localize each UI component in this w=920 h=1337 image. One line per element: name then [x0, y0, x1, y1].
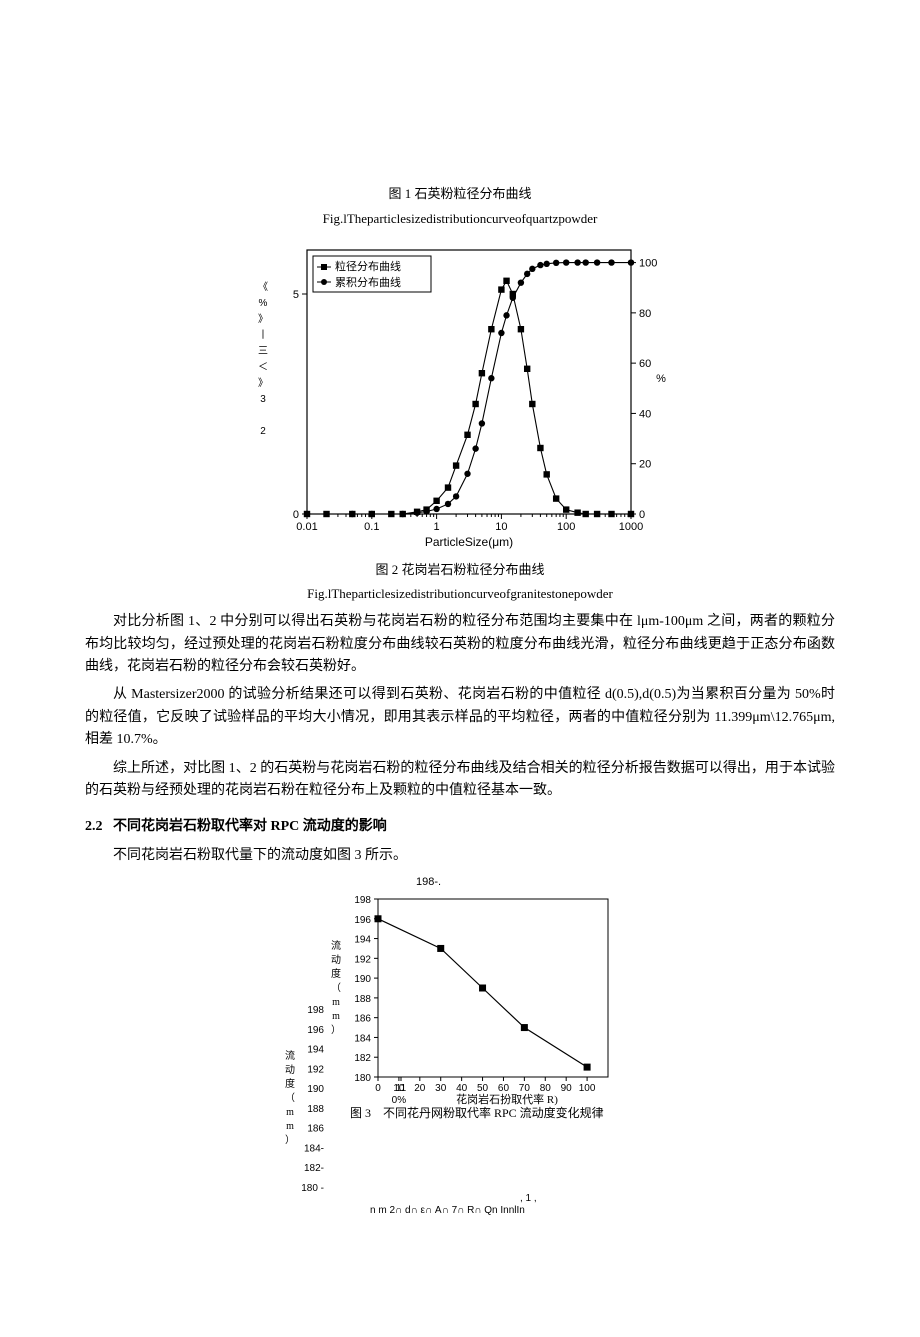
svg-text:m: m: [286, 1121, 294, 1132]
svg-text:度: 度: [285, 1077, 295, 1090]
fig2-svg: 0.010.11101001000ParticleSize(μm)05《%》丨三…: [245, 236, 675, 556]
svg-text:流: 流: [285, 1049, 295, 1062]
fig1-caption-en: Fig.lTheparticlesizedistributioncurveofq…: [85, 209, 835, 230]
svg-text:186: 186: [354, 1014, 371, 1025]
svg-text:11: 11: [396, 1083, 407, 1094]
fig2-caption-zh: 图 2 花岗岩石粉粒径分布曲线: [85, 560, 835, 581]
svg-text:40: 40: [639, 408, 651, 420]
fig3-chart: 198-.18018218418618819019219419619801020…: [85, 873, 835, 1293]
svg-text:190: 190: [354, 974, 371, 985]
svg-text:20: 20: [414, 1083, 426, 1094]
svg-text:198: 198: [307, 1005, 324, 1016]
paragraph-3: 综上所述，对比图 1、2 的石英粉与花岗岩石粉的粒径分布曲线及结合相关的粒径分析…: [85, 758, 835, 803]
svg-text:100: 100: [557, 521, 575, 533]
fig2-chart: 0.010.11101001000ParticleSize(μm)05《%》丨三…: [85, 236, 835, 556]
svg-text:3: 3: [260, 394, 266, 405]
svg-text:182-: 182-: [304, 1163, 324, 1174]
svg-text:（: （: [331, 982, 341, 994]
svg-text:40: 40: [456, 1083, 468, 1094]
svg-text:100: 100: [639, 257, 657, 269]
svg-text:188: 188: [354, 994, 371, 1005]
svg-text:粒径分布曲线: 粒径分布曲线: [335, 259, 401, 273]
svg-text:182: 182: [354, 1053, 371, 1064]
svg-text:186: 186: [307, 1124, 324, 1135]
svg-text:ParticleSize(μm): ParticleSize(μm): [425, 535, 513, 549]
svg-text:198-.: 198-.: [416, 876, 441, 888]
svg-text:）: ）: [285, 1134, 295, 1146]
svg-text:60: 60: [498, 1083, 510, 1094]
svg-text:0.1: 0.1: [364, 521, 379, 533]
svg-text:60: 60: [639, 358, 651, 370]
svg-text:70: 70: [519, 1083, 531, 1094]
svg-text:100: 100: [579, 1083, 596, 1094]
svg-text:192: 192: [307, 1064, 324, 1075]
svg-text:196: 196: [354, 915, 371, 926]
svg-text:10: 10: [495, 521, 507, 533]
svg-text:194: 194: [307, 1045, 324, 1056]
fig3-svg: 198-.18018218418618819019219419619801020…: [260, 873, 660, 1293]
svg-text:m: m: [286, 1107, 294, 1118]
svg-text:188: 188: [307, 1104, 324, 1115]
svg-text:5: 5: [293, 289, 299, 301]
svg-text:%: %: [259, 298, 268, 309]
svg-text:194: 194: [354, 935, 371, 946]
svg-text:180: 180: [354, 1073, 371, 1084]
svg-text:180 -: 180 -: [301, 1183, 324, 1194]
svg-text:三: 三: [258, 346, 268, 357]
svg-text:动: 动: [331, 954, 341, 966]
svg-text:190: 190: [307, 1084, 324, 1095]
fig2-caption-en: Fig.lTheparticlesizedistributioncurveofg…: [85, 584, 835, 605]
svg-text:图 3 不同花丹网粉取代率 RPC 流动度变化规律: 图 3 不同花丹网粉取代率 RPC 流动度变化规律: [350, 1105, 604, 1120]
svg-text:度: 度: [331, 967, 341, 980]
svg-text:192: 192: [354, 954, 371, 965]
svg-text:＜: ＜: [258, 362, 268, 373]
paragraph-1: 对比分析图 1、2 中分别可以得出石英粉与花岗岩石粉的粒径分布范围均主要集中在 …: [85, 611, 835, 678]
svg-text:0.01: 0.01: [296, 521, 317, 533]
svg-text:》: 》: [258, 377, 268, 389]
svg-text:累积分布曲线: 累积分布曲线: [335, 275, 401, 289]
section-intro: 不同花岗岩石粉取代量下的流动度如图 3 所示。: [85, 845, 835, 867]
svg-text:90: 90: [561, 1083, 573, 1094]
svg-text:动: 动: [285, 1064, 295, 1076]
paragraph-2: 从 Mastersizer2000 的试验分析结果还可以得到石英粉、花岗岩石粉的…: [85, 684, 835, 751]
svg-text:1: 1: [434, 521, 440, 533]
svg-text:1000: 1000: [619, 521, 643, 533]
svg-text:0: 0: [293, 509, 299, 521]
svg-text:50: 50: [477, 1083, 489, 1094]
svg-text:》: 》: [258, 313, 268, 325]
svg-text:丨: 丨: [258, 329, 268, 341]
fig1-caption-zh: 图 1 石英粉粒径分布曲线: [85, 184, 835, 205]
svg-text:0: 0: [375, 1083, 381, 1094]
svg-text:m: m: [332, 1011, 340, 1022]
svg-text:2: 2: [260, 426, 266, 437]
svg-text:0%: 0%: [392, 1095, 407, 1106]
svg-text:%: %: [656, 373, 666, 385]
svg-text:198: 198: [354, 895, 371, 906]
svg-text:m: m: [332, 997, 340, 1008]
svg-text:n m 2∩ d∩ ε∩ A∩ 7∩ R∩ Qn InnlI: n m 2∩ d∩ ε∩ A∩ 7∩ R∩ Qn InnlIn: [370, 1205, 525, 1216]
svg-text:184: 184: [354, 1034, 371, 1045]
svg-text:30: 30: [435, 1083, 447, 1094]
svg-text:20: 20: [639, 458, 651, 470]
svg-text:80: 80: [540, 1083, 552, 1094]
svg-text:）: ）: [331, 1024, 341, 1036]
svg-text:花岗岩石扮取代率 R): 花岗岩石扮取代率 R): [456, 1092, 558, 1106]
section-2-2-heading: 2.2 不同花岗岩石粉取代率对 RPC 流动度的影响: [85, 816, 835, 838]
svg-text:0: 0: [639, 509, 645, 521]
svg-text:流: 流: [331, 939, 341, 952]
svg-text:196: 196: [307, 1025, 324, 1036]
svg-text:《: 《: [258, 281, 268, 293]
page-root: 图 1 石英粉粒径分布曲线 Fig.lTheparticlesizedistri…: [0, 0, 920, 1337]
svg-text:（: （: [285, 1092, 295, 1104]
svg-text:, 1 ,: , 1 ,: [520, 1193, 537, 1204]
section-number: 2.2: [85, 819, 103, 834]
section-title: 不同花岗岩石粉取代率对 RPC 流动度的影响: [113, 819, 387, 834]
svg-text:184-: 184-: [304, 1144, 324, 1155]
svg-text:80: 80: [639, 307, 651, 319]
